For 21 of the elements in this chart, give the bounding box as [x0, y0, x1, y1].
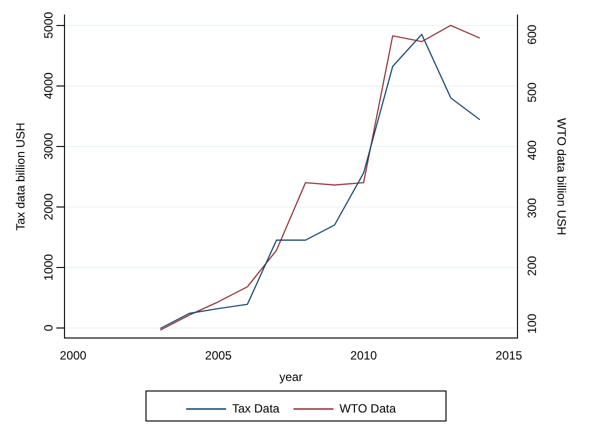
y2-tick-label: 400: [524, 140, 539, 160]
x-tick-label: 2015: [496, 348, 523, 363]
y2-tick-label: 500: [524, 82, 539, 102]
y-tick-label: 4000: [42, 72, 56, 100]
y-tick-label: 0: [42, 324, 56, 332]
legend-label: WTO Data: [339, 401, 396, 416]
x-axis-title: year: [279, 370, 303, 384]
x-tick-label: 2000: [60, 348, 87, 363]
y-tick-label: 3000: [42, 132, 56, 160]
y-tick-label: 2000: [42, 193, 56, 220]
y-tick-label: 1000: [42, 254, 56, 281]
y-tick-label: 5000: [42, 12, 56, 39]
x-tick-label: 2010: [350, 348, 378, 363]
x-tick-label: 2005: [205, 348, 232, 363]
y2-tick-label: 200: [524, 256, 539, 276]
y2-tick-label: 300: [524, 198, 539, 218]
y-axis-title: Tax data billion USH: [14, 122, 28, 231]
y2-tick-label: 600: [524, 24, 539, 45]
y2-axis-title: WTO data billion USH: [554, 118, 568, 236]
legend-label: Tax Data: [232, 401, 280, 416]
y2-tick-label: 100: [524, 313, 539, 334]
